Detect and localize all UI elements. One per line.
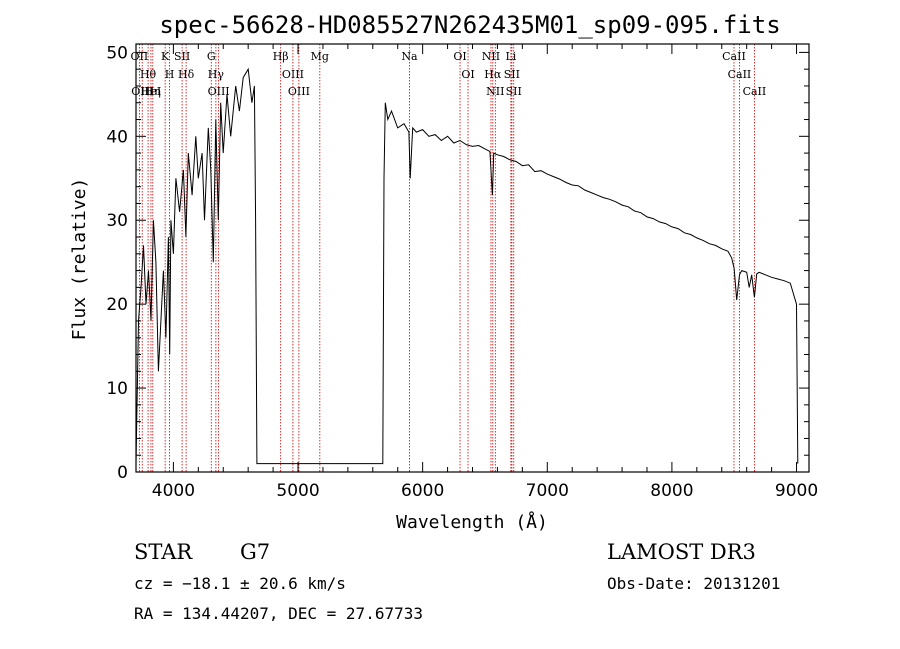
x-tick-label: 9000 xyxy=(775,481,818,501)
line-label: CaII xyxy=(728,68,752,81)
x-tick-label: 6000 xyxy=(401,481,444,501)
x-axis-label: Wavelength (Å) xyxy=(396,511,548,533)
x-tick-label: 7000 xyxy=(526,481,569,501)
line-label: OI xyxy=(461,68,474,81)
line-label: OIII xyxy=(131,85,153,98)
line-label: OIII xyxy=(288,85,310,98)
line-label: H xyxy=(165,68,175,81)
y-tick-label: 50 xyxy=(106,43,128,63)
y-tick-label: 10 xyxy=(106,379,128,399)
line-label: OIII xyxy=(282,68,304,81)
line-label: Hβ xyxy=(273,50,289,63)
x-tick-label: 4000 xyxy=(152,481,195,501)
radec-text: RA = 134.44207, DEC = 27.67733 xyxy=(134,604,423,623)
line-label: Hθ xyxy=(140,68,157,81)
line-label: Mg xyxy=(311,50,329,63)
spectrum-series-line xyxy=(135,67,799,465)
line-labels: OIIHθOIIIHeIHηKHSIIHδGHγOIIIHβOIIIOIIIMg… xyxy=(131,50,767,98)
line-label: OII xyxy=(131,50,149,63)
line-label: Li xyxy=(505,50,516,63)
obs-date-text: Obs-Date: 20131201 xyxy=(607,574,780,593)
spectrum-info-panel: STAR G7 LAMOST DR3 cz = −18.1 ± 20.6 km/… xyxy=(134,540,780,623)
line-markers xyxy=(138,44,755,472)
line-label: SII xyxy=(174,50,190,63)
line-label: Hη xyxy=(145,85,161,98)
y-tick-label: 40 xyxy=(106,127,128,147)
line-label: K xyxy=(161,50,170,63)
y-tick-label: 30 xyxy=(106,211,128,231)
line-label: G xyxy=(207,50,216,63)
y-axis-label: Flux (relative) xyxy=(69,178,90,341)
x-axis: 4000 5000 6000 7000 8000 9000 xyxy=(152,44,818,501)
chart-title: spec-56628-HD085527N262435M01_sp09-095.f… xyxy=(159,11,780,39)
line-label: OIII xyxy=(208,85,230,98)
line-label: HeI xyxy=(141,85,161,98)
survey-name: LAMOST DR3 xyxy=(607,540,756,564)
line-label: Hα xyxy=(484,68,502,81)
line-label: Hγ xyxy=(208,68,225,81)
y-axis: 0 10 20 30 40 50 xyxy=(106,43,809,483)
object-class: STAR xyxy=(134,540,193,564)
redshift-text: cz = −18.1 ± 20.6 km/s xyxy=(134,574,346,593)
x-tick-label: 8000 xyxy=(650,481,693,501)
x-tick-label: 5000 xyxy=(276,481,319,501)
line-label: NII xyxy=(486,85,504,98)
line-label: CaII xyxy=(743,85,767,98)
line-label: SII xyxy=(504,68,520,81)
line-label: Hδ xyxy=(178,68,195,81)
line-label: SII xyxy=(506,85,522,98)
line-label: Na xyxy=(401,50,418,63)
object-subclass: G7 xyxy=(240,540,270,564)
y-tick-label: 20 xyxy=(106,295,128,315)
line-label: CaII xyxy=(722,50,746,63)
line-label: NII xyxy=(482,50,500,63)
y-tick-label: 0 xyxy=(117,463,128,483)
line-label: OI xyxy=(453,50,466,63)
plot-frame xyxy=(135,43,810,473)
